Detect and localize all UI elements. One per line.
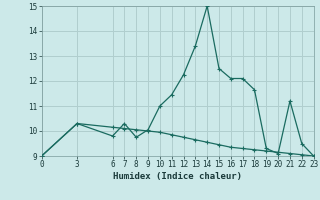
X-axis label: Humidex (Indice chaleur): Humidex (Indice chaleur) [113,172,242,181]
